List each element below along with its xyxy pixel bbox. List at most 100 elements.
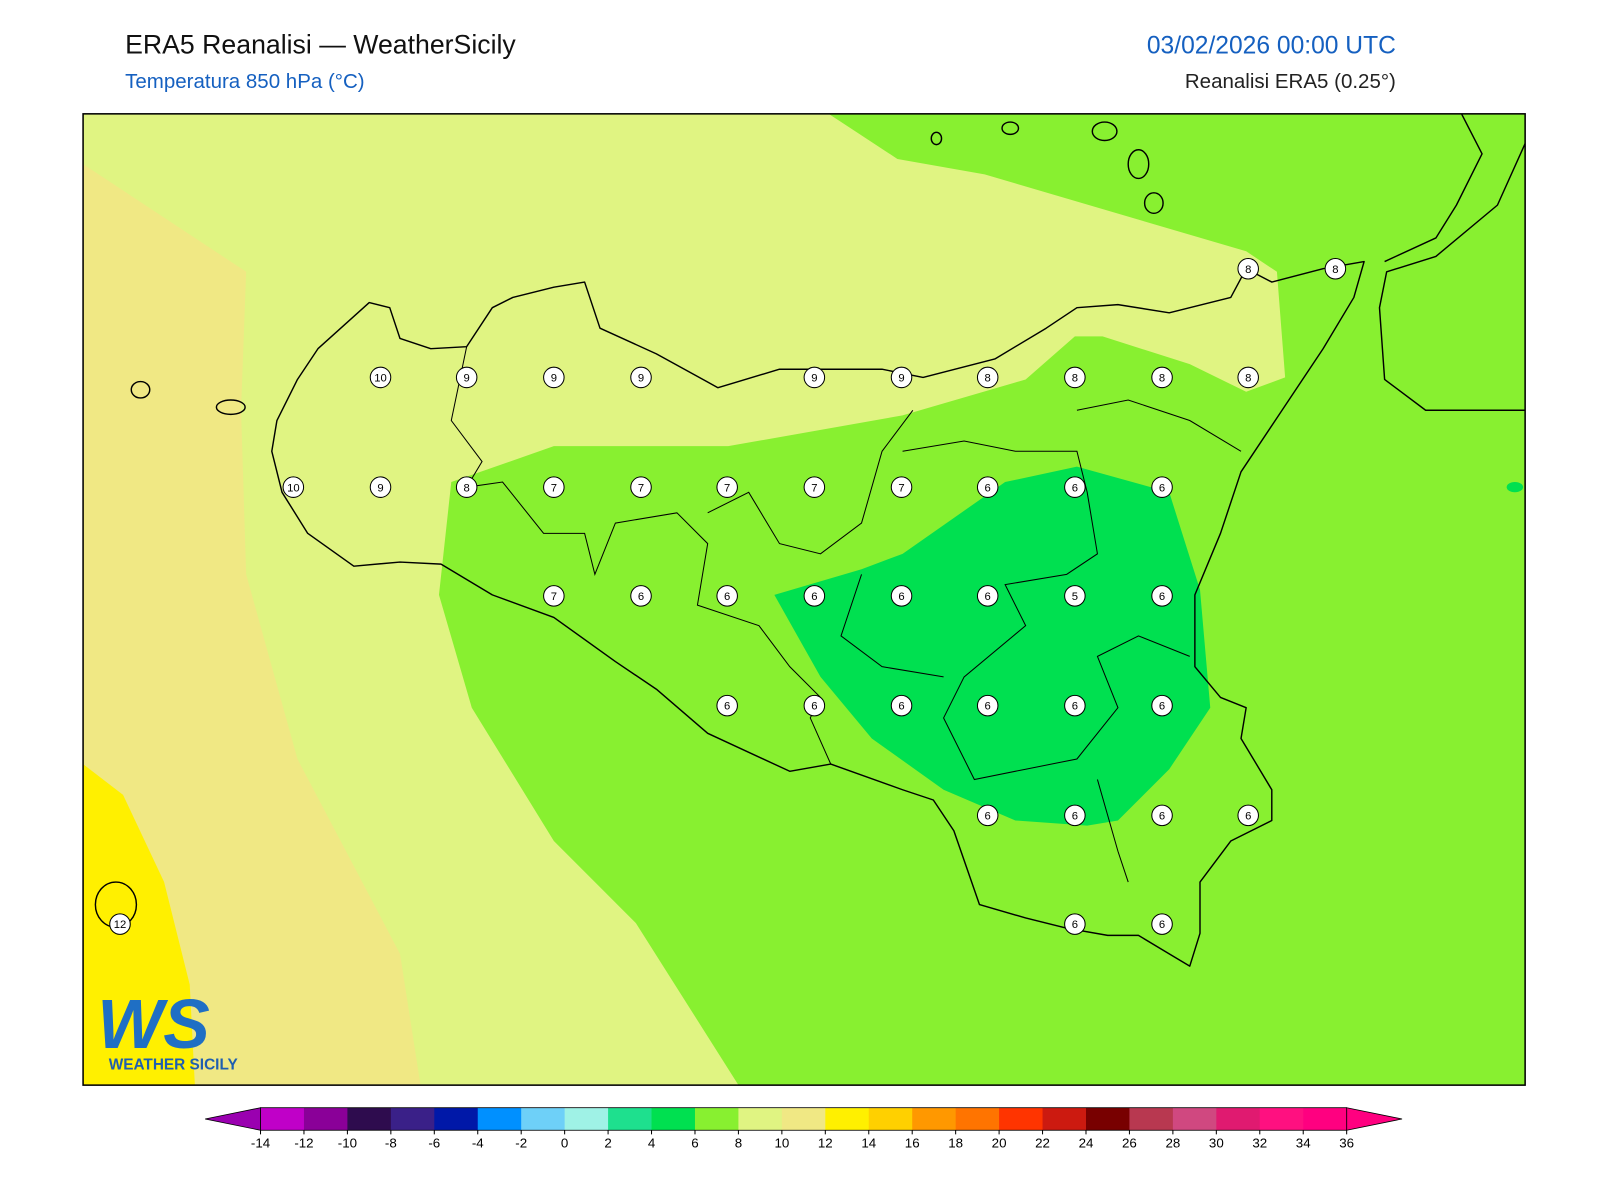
station-marker (630, 585, 652, 607)
station-marker (976, 476, 999, 498)
colorbar-segment (1042, 1107, 1087, 1131)
colorbar-tick-label: 10 (774, 1136, 789, 1151)
station-marker (1324, 257, 1347, 280)
station-value: 7 (638, 482, 644, 494)
colorbar-segment (1129, 1107, 1174, 1131)
datetime: 03/02/2026 00:00 UTC (1147, 32, 1396, 59)
station-value: 6 (1072, 701, 1078, 713)
station-marker (890, 585, 913, 607)
logo-text: WEATHER SICILY (109, 1057, 238, 1074)
colorbar-tick-label: -14 (251, 1136, 271, 1151)
colorbar-tick-label: 22 (1035, 1136, 1050, 1151)
colorbar-segment (303, 1107, 348, 1131)
station-marker (890, 694, 913, 717)
colorbar: -14 -12 -10 -8 -6 -4 -2 0 2 4 6 8 10 12 14 16 18 20 22 24 26… (205, 1107, 1403, 1151)
field-4-6-spot (1506, 482, 1524, 493)
station-marker (1151, 694, 1173, 717)
station-marker (455, 476, 478, 498)
colorbar-tick-label: 28 (1165, 1136, 1180, 1151)
station-marker (803, 694, 826, 717)
station-marker (890, 366, 913, 389)
colorbar-segment (1172, 1107, 1217, 1131)
station-value: 6 (898, 591, 904, 603)
station-value: 6 (1245, 810, 1251, 822)
station-value: 6 (898, 701, 904, 713)
colorbar-tick-label: -8 (385, 1136, 397, 1151)
colorbar-segment (825, 1107, 870, 1131)
field-10-12 (83, 164, 421, 1086)
station-value: 8 (1159, 373, 1165, 385)
station-value: 8 (1072, 373, 1078, 385)
station-marker (630, 366, 652, 389)
station-marker (1237, 257, 1259, 280)
field-4-6 (774, 466, 1211, 826)
station-value: 6 (1159, 591, 1165, 603)
station-marker (976, 585, 999, 607)
station-marker (369, 476, 392, 498)
field-8-10 (83, 113, 1286, 1086)
station-value: 6 (724, 701, 730, 713)
colorbar-tick-label: 26 (1122, 1136, 1137, 1151)
colorbar-tick-label: -12 (294, 1136, 313, 1151)
station-value: 7 (724, 482, 730, 494)
station-marker (282, 476, 305, 498)
subtitle: Temperatura 850 hPa (°C) (125, 70, 365, 93)
station-marker (1151, 804, 1173, 827)
colorbar-tick-label: 14 (861, 1136, 876, 1151)
station-value: 8 (1245, 264, 1251, 276)
station-value: 7 (898, 482, 904, 494)
field-12-14 (83, 764, 195, 1086)
station-marker (543, 476, 565, 498)
station-value: 6 (1072, 810, 1078, 822)
station-marker (890, 476, 913, 498)
colorbar-segment (738, 1107, 783, 1131)
station-marker (716, 585, 738, 607)
station-value: 12 (114, 919, 127, 931)
station-marker (1064, 804, 1086, 827)
station-value: 6 (1072, 482, 1078, 494)
colorbar-segment (564, 1107, 609, 1131)
station-marker (455, 366, 478, 389)
station-value: 6 (985, 701, 991, 713)
station-value: 6 (985, 591, 991, 603)
colorbar-segment (868, 1107, 913, 1131)
station-layer: 8 8 10 9 9 9 9 9 8 8 8 8 10 9 8 7 7 7 7 7 6 6 6 7 6 6 6 6 6 5 6 6 6 6 6 6 6 6… (109, 257, 1347, 935)
station-value: 8 (1332, 264, 1338, 276)
station-value: 9 (638, 373, 644, 385)
station-marker (803, 476, 826, 498)
colorbar-segment (651, 1107, 696, 1131)
station-marker (1151, 476, 1173, 498)
colorbar-tick-label: 8 (735, 1136, 742, 1151)
station-value: 6 (811, 701, 817, 713)
station-value: 8 (985, 373, 991, 385)
station-value: 6 (811, 591, 817, 603)
title: ERA5 Reanalisi — WeatherSicily (125, 29, 516, 59)
station-value: 6 (724, 591, 730, 603)
station-value: 6 (638, 591, 644, 603)
station-value: 6 (1159, 919, 1165, 931)
station-marker (976, 804, 999, 827)
colorbar-tick-label: 12 (818, 1136, 833, 1151)
station-marker (1064, 476, 1086, 498)
colorbar-segment (694, 1107, 739, 1131)
station-marker (1064, 694, 1086, 717)
colorbar-under (205, 1107, 261, 1131)
station-value: 6 (1159, 482, 1165, 494)
station-marker (716, 476, 738, 498)
colorbar-segment (1259, 1107, 1304, 1131)
station-value: 6 (1159, 810, 1165, 822)
colorbar-tick-label: 4 (648, 1136, 656, 1151)
colorbar-tick-label: 18 (948, 1136, 963, 1151)
colorbar-segment (781, 1107, 826, 1131)
station-value: 6 (1159, 701, 1165, 713)
colorbar-segment (390, 1107, 435, 1131)
colorbar-segment (347, 1107, 392, 1131)
station-marker (976, 694, 999, 717)
source: Reanalisi ERA5 (0.25°) (1185, 70, 1396, 93)
colorbar-outline (260, 1107, 1348, 1131)
map-frame (82, 113, 1526, 1086)
station-marker (1064, 585, 1086, 607)
colorbar-tick-label: -6 (428, 1136, 440, 1151)
station-value: 8 (464, 482, 470, 494)
